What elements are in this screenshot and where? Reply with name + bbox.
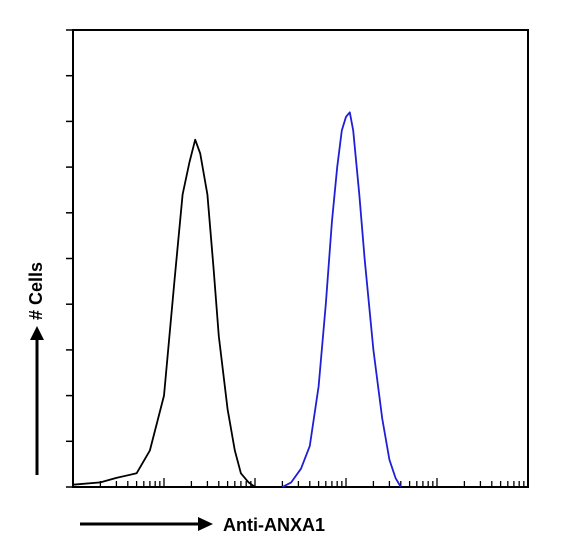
y-axis-arrowhead — [30, 326, 44, 340]
x-axis-arrowhead — [198, 517, 213, 531]
series-group — [72, 111, 402, 488]
x-axis-ticks — [72, 478, 529, 487]
y-axis-label: # Cells — [26, 262, 46, 320]
x-axis-label: Anti-ANXA1 — [223, 515, 325, 535]
y-axis-ticks — [66, 29, 73, 488]
series-line-1 — [72, 138, 256, 488]
plot-frame — [72, 29, 529, 488]
series-line-2 — [281, 111, 402, 488]
